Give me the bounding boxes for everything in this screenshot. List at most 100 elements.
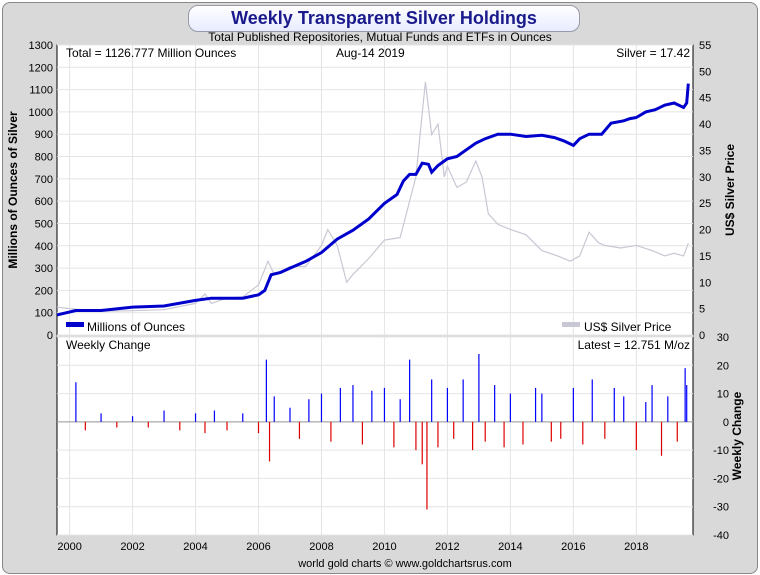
legend-swatch-silver-price <box>562 322 580 327</box>
weekly-change-bar <box>75 382 77 422</box>
weekly-change-bar <box>116 421 118 428</box>
weekly-change-bar <box>623 396 625 422</box>
right-axis-tick-label: 15 <box>699 251 711 263</box>
left-axis-tick-label: 400 <box>35 241 53 253</box>
bottom-axis-tick-label: 30 <box>717 332 729 344</box>
weekly-change-bar <box>686 385 688 422</box>
right-axis-tick-label: 30 <box>699 172 711 184</box>
weekly-change-bar <box>437 421 439 448</box>
weekly-change-bar <box>415 421 417 451</box>
bottom-plot-area <box>56 336 694 536</box>
weekly-change-bar <box>472 421 474 451</box>
weekly-change-bar <box>339 387 341 422</box>
weekly-change-bar <box>591 379 593 422</box>
silver-price-value-label: Silver = 17.42 <box>616 46 690 60</box>
legend-swatch-holdings <box>66 322 84 327</box>
weekly-change-bar <box>226 421 228 431</box>
right-axis-tick-label: 40 <box>699 119 711 131</box>
weekly-change-bar <box>431 379 433 422</box>
weekly-change-bar <box>308 399 310 422</box>
bottom-axis-tick-label: -10 <box>713 445 729 457</box>
weekly-change-bar <box>660 421 663 456</box>
right-axis-tick-label: 35 <box>699 145 711 157</box>
left-axis-tick-label: 800 <box>35 152 53 164</box>
weekly-change-bar <box>242 413 244 422</box>
weekly-change-bar <box>213 410 216 422</box>
weekly-change-bar <box>426 421 428 510</box>
weekly-change-bar <box>604 421 606 439</box>
weekly-change-bar <box>298 421 301 439</box>
weekly-change-bar <box>399 399 401 422</box>
right-axis-tick-label: 10 <box>699 277 711 289</box>
weekly-change-bar <box>268 421 271 462</box>
weekly-change-bar <box>84 421 86 431</box>
weekly-change-bar <box>361 421 364 445</box>
left-axis-tick-label: 600 <box>35 196 53 208</box>
weekly-change-bar <box>572 387 574 422</box>
left-axis-tick-label: 100 <box>35 308 53 320</box>
holdings-line <box>56 83 690 317</box>
left-axis-tick-label: 1100 <box>29 85 53 97</box>
right-axis-tick-label: 5 <box>699 304 705 316</box>
weekly-change-bar <box>541 393 543 422</box>
weekly-change-bar <box>560 421 562 439</box>
bottom-axis-tick-label: 20 <box>717 360 729 372</box>
weekly-change-bar <box>613 387 615 422</box>
x-axis-tick-label: 2004 <box>183 541 207 553</box>
x-axis-tick-label: 2012 <box>435 541 459 553</box>
left-axis-tick-label: 1000 <box>29 107 53 119</box>
x-axis-tick-label: 2002 <box>120 541 144 553</box>
left-axis-title: Millions of Ounces of Silver <box>6 111 20 269</box>
x-axis-tick-label: 2010 <box>372 541 396 553</box>
left-axis-tick-label: 0 <box>47 330 53 342</box>
weekly-change-bar <box>147 421 149 428</box>
weekly-change-title: Weekly Change <box>66 338 151 352</box>
weekly-change-bar <box>204 421 206 434</box>
weekly-change-bar <box>257 421 260 434</box>
x-axis-tick-label: 2000 <box>57 541 81 553</box>
weekly-change-bar <box>352 385 354 422</box>
bottom-axis-tick-label: -20 <box>713 473 729 485</box>
left-axis-tick-label: 300 <box>35 263 53 275</box>
weekly-change-bar <box>163 410 165 422</box>
weekly-change-bar <box>635 421 637 451</box>
weekly-change-bar <box>676 421 678 442</box>
weekly-change-bar <box>453 421 455 439</box>
x-axis-tick-label: 2018 <box>624 541 648 553</box>
bottom-axis-tick-label: -30 <box>713 502 729 514</box>
weekly-change-bar <box>273 396 275 422</box>
right-axis-tick-label: 20 <box>699 225 711 237</box>
date-label: Aug-14 2019 <box>336 46 405 60</box>
chart-footer: world gold charts © www.goldchartsrus.co… <box>297 558 512 570</box>
left-axis-tick-label: 1200 <box>29 62 53 74</box>
x-axis-tick-label: 2006 <box>246 541 270 553</box>
weekly-change-bar <box>550 421 552 442</box>
x-axis-tick-label: 2014 <box>498 541 522 553</box>
weekly-change-bar <box>582 421 584 445</box>
weekly-change-bar <box>371 390 373 422</box>
weekly-change-bar <box>462 379 464 422</box>
weekly-change-bar <box>330 421 332 442</box>
weekly-change-bar <box>409 359 411 422</box>
right-axis-tick-label: 45 <box>699 93 711 105</box>
weekly-change-bar <box>509 393 511 422</box>
weekly-change-bar <box>503 421 505 448</box>
weekly-change-bar <box>179 421 181 431</box>
top-plot-area <box>56 44 694 336</box>
left-axis-tick-label: 200 <box>35 285 53 297</box>
x-axis-tick-label: 2008 <box>309 541 333 553</box>
weekly-change-bar <box>645 402 647 422</box>
weekly-change-bar <box>320 393 323 422</box>
weekly-change-bar <box>522 421 524 445</box>
weekly-change-bar <box>100 413 102 422</box>
chart-title: Weekly Transparent Silver Holdings <box>188 5 580 32</box>
x-axis-tick-label: 2016 <box>561 541 585 553</box>
right-axis-tick-label: 0 <box>699 330 705 342</box>
right-axis-tick-label: 50 <box>699 66 711 78</box>
weekly-change-bar <box>265 359 267 422</box>
weekly-change-bar <box>651 385 653 422</box>
bottom-axis-tick-label: 0 <box>723 417 729 429</box>
left-axis-tick-label: 1300 <box>29 40 53 52</box>
weekly-change-bar <box>383 387 386 422</box>
